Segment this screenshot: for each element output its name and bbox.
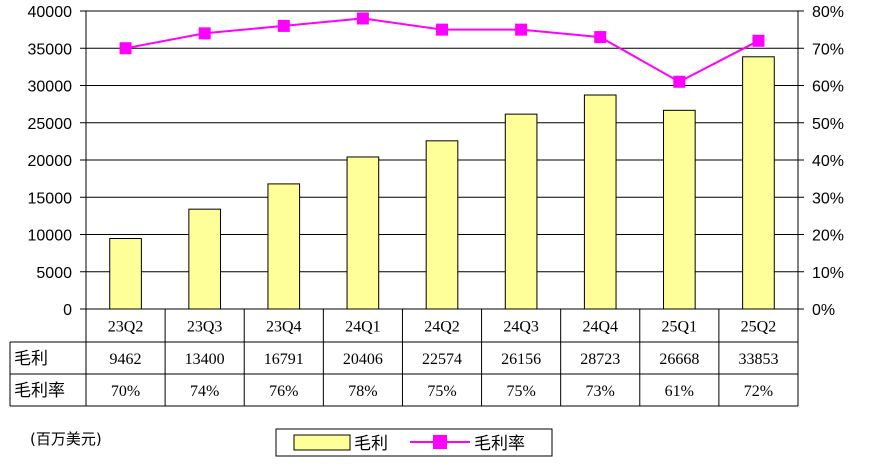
table-cell: 70% <box>111 383 140 400</box>
table-cell: 74% <box>190 383 219 400</box>
line-marker <box>673 75 686 88</box>
left-axis-tick-label: 40000 <box>28 4 73 21</box>
left-axis-tick-label: 25000 <box>28 116 73 133</box>
category-label: 25Q1 <box>662 319 698 336</box>
right-axis-tick-label: 80% <box>812 4 844 21</box>
table-cell: 61% <box>665 383 694 400</box>
left-axis-tick-label: 0 <box>63 302 72 319</box>
right-axis-tick-label: 70% <box>812 41 844 58</box>
line-marker <box>356 12 369 25</box>
left-axis-tick-label: 15000 <box>28 190 73 207</box>
right-axis-tick-label: 10% <box>812 265 844 282</box>
category-label: 23Q4 <box>266 319 302 336</box>
table-cell: 13400 <box>185 351 225 368</box>
table-cell: 22574 <box>422 351 462 368</box>
bar <box>346 156 380 310</box>
bar <box>267 183 301 310</box>
bar <box>663 109 696 310</box>
bar <box>188 208 221 310</box>
legend-bar-swatch <box>293 434 351 451</box>
table-cell: 73% <box>586 383 615 400</box>
plot-frame <box>80 10 804 310</box>
table-cell: 28723 <box>580 351 620 368</box>
bar <box>583 94 617 310</box>
line-marker <box>198 27 211 40</box>
legend-label-gross-margin: 毛利率 <box>474 434 525 454</box>
legend-label-gross-profit: 毛利 <box>354 434 388 454</box>
table-row-header: 毛利率 <box>14 381 65 401</box>
left-axis-tick-label: 20000 <box>28 153 73 170</box>
category-label: 24Q4 <box>582 319 618 336</box>
category-label: 23Q2 <box>108 319 144 336</box>
left-axis-tick-label: 10000 <box>28 228 73 245</box>
table-cell: 75% <box>506 383 535 400</box>
table-cell: 78% <box>348 383 377 400</box>
left-axis-tick-label: 30000 <box>28 79 73 96</box>
bar <box>109 238 142 310</box>
left-axis: 0 5000 10000 15000 20000 25000 30000 35000 40000 <box>28 4 73 319</box>
line-marker <box>277 19 290 32</box>
line-marker <box>119 42 132 55</box>
unit-note: (百万美元) <box>30 430 102 448</box>
line-marker <box>752 34 765 47</box>
line-series <box>119 12 765 88</box>
legend-marker-swatch <box>433 435 447 449</box>
table-cell: 20406 <box>343 351 383 368</box>
data-table: 23Q2 23Q3 23Q4 24Q1 24Q2 24Q3 24Q4 25Q1 25Q2 毛利毛利… <box>9 309 799 407</box>
left-axis-tick-label: 35000 <box>28 41 73 58</box>
category-label: 24Q3 <box>503 319 539 336</box>
table-cell: 72% <box>744 383 773 400</box>
right-axis-tick-label: 60% <box>812 79 844 96</box>
right-axis-tick-label: 50% <box>812 116 844 133</box>
table-cell: 75% <box>427 383 456 400</box>
category-label: 23Q3 <box>187 319 223 336</box>
table-cell: 26668 <box>659 351 699 368</box>
right-axis-tick-label: 20% <box>812 228 844 245</box>
right-axis-tick-label: 30% <box>812 190 844 207</box>
table-cell: 33853 <box>738 351 778 368</box>
category-label: 24Q1 <box>345 319 381 336</box>
category-label: 24Q2 <box>424 319 460 336</box>
bar-series <box>109 56 775 310</box>
legend: 毛利 毛利率 <box>275 428 553 457</box>
line-marker <box>594 31 607 44</box>
table-cell: 26156 <box>501 351 541 368</box>
table-cell: 16791 <box>264 351 304 368</box>
left-axis-tick-label: 5000 <box>36 265 72 282</box>
right-axis: 0% 10% 20% 30% 40% 50% 60% 70% 80% <box>812 4 844 319</box>
line-marker <box>436 23 448 36</box>
right-axis-tick-label: 0% <box>812 302 835 319</box>
bar <box>742 56 775 310</box>
table-cell: 9462 <box>110 351 142 368</box>
line-marker <box>515 23 528 36</box>
right-axis-tick-label: 40% <box>812 153 844 170</box>
bar <box>504 113 538 310</box>
table-row-header: 毛利 <box>14 349 48 369</box>
bar <box>425 140 459 310</box>
table-cell: 76% <box>269 383 298 400</box>
category-label: 25Q2 <box>741 319 777 336</box>
